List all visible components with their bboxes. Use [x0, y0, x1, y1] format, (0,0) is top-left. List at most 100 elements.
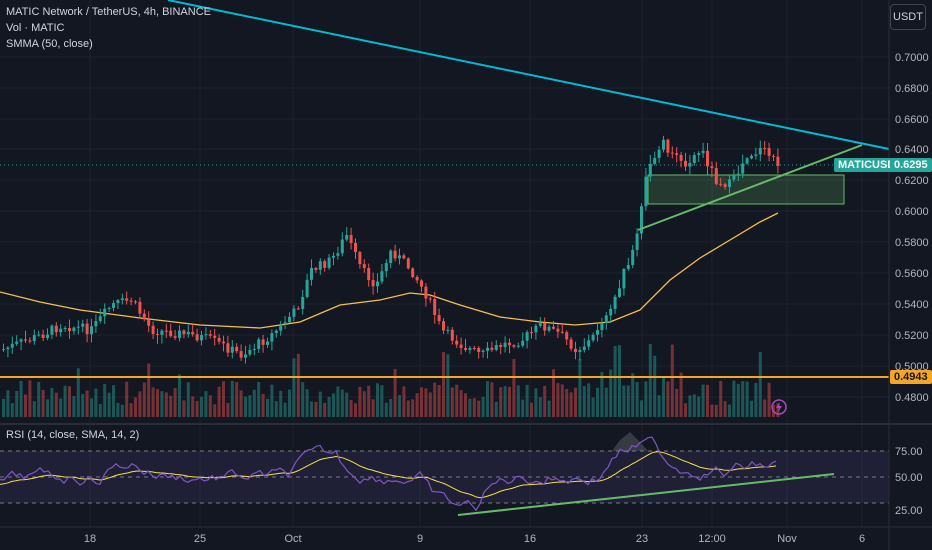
volume-bar: [151, 387, 155, 417]
currency-button[interactable]: USDT: [890, 4, 926, 30]
candle-body: [464, 348, 467, 350]
volume-bar: [657, 395, 661, 417]
candle-body: [279, 323, 283, 331]
ascending-trendline[interactable]: [637, 144, 863, 231]
candle-body: [252, 348, 256, 350]
volume-bar: [279, 390, 283, 417]
volume-bar: [538, 397, 542, 417]
volume-bar: [94, 388, 98, 417]
volume-bar: [486, 381, 489, 417]
volume-bar: [204, 391, 208, 417]
candle-body: [59, 328, 63, 333]
candle-body: [534, 325, 538, 333]
candle-body: [613, 296, 617, 309]
volume-bar: [662, 376, 665, 417]
volume-bar: [692, 394, 696, 417]
time-tick: Oct: [284, 533, 301, 545]
candle-body: [15, 341, 19, 344]
volume-bar: [213, 404, 217, 417]
candle-body: [336, 253, 340, 256]
candle-body: [72, 327, 76, 332]
volume-bar: [310, 401, 313, 417]
smma-line: [0, 212, 779, 329]
candle-body: [741, 163, 745, 174]
candle-body: [292, 308, 296, 317]
candle-body: [719, 183, 723, 185]
rsi-trendline[interactable]: [457, 473, 835, 516]
price-tick: 0.5600: [895, 268, 929, 280]
volume-bar: [318, 391, 322, 417]
volume-bar: [433, 382, 437, 417]
candle-body: [499, 345, 503, 347]
volume-bar: [120, 404, 124, 417]
candle-body: [37, 334, 41, 336]
candle-body: [301, 296, 305, 309]
candle-body: [662, 139, 665, 150]
candle-body: [406, 258, 410, 269]
rsi-ma-line: [0, 451, 777, 499]
candle-body: [76, 326, 80, 328]
candle-body: [340, 239, 344, 254]
candle-body: [349, 235, 353, 243]
candle-body: [345, 235, 349, 240]
candle-body: [728, 179, 731, 187]
candle-body: [125, 298, 129, 301]
candle-body: [402, 255, 406, 259]
volume-bar: [688, 395, 692, 417]
flash-icon[interactable]: [771, 399, 787, 415]
volume-bar: [76, 368, 80, 417]
candle-body: [6, 347, 10, 350]
candle-body: [512, 345, 516, 347]
candle-body: [81, 323, 85, 327]
descending-trendline[interactable]: [167, 0, 890, 150]
volume-bar: [54, 392, 58, 417]
candle-body: [248, 349, 252, 355]
candle-body: [204, 334, 208, 336]
candle-body: [116, 300, 120, 304]
volume-bar: [648, 343, 652, 417]
candle-body: [692, 154, 696, 163]
volume-bar: [472, 398, 476, 417]
volume-bar: [424, 388, 428, 417]
volume-bar: [384, 402, 388, 417]
candle-body: [459, 344, 463, 349]
candle-body: [516, 345, 520, 347]
price-tick: 0.7000: [895, 52, 929, 64]
volume-bar: [736, 383, 740, 417]
rsi-tick: 25.00: [895, 505, 923, 517]
time-axis[interactable]: 18 25 Oct 9 16 23 12:00 Nov 6: [84, 533, 865, 545]
volume-bar: [15, 390, 19, 417]
volume-bar: [591, 397, 595, 417]
candle-body: [477, 348, 481, 352]
volume-bar: [380, 385, 384, 417]
volume-bar: [112, 385, 115, 417]
candle-body: [323, 261, 327, 268]
candle-body: [560, 331, 564, 333]
candle-body: [310, 267, 313, 280]
volume-bar: [323, 402, 327, 417]
volume-bar: [767, 382, 771, 417]
candle-body: [679, 154, 683, 161]
volume-bar: [684, 403, 687, 417]
price-tick: 0.5400: [895, 299, 929, 311]
volume-bar: [367, 385, 371, 417]
time-tick: 16: [524, 533, 536, 545]
candle-body: [455, 340, 459, 345]
volume-bar: [411, 399, 415, 417]
volume-bar: [332, 393, 335, 417]
last-price-tag: 0.6295: [890, 158, 932, 172]
symbol-tag: MATICUSDT: [834, 158, 906, 172]
volume-bar: [406, 400, 410, 417]
rsi-axis[interactable]: 75.00 50.00 25.00: [895, 446, 923, 517]
candle-body: [182, 330, 186, 335]
price-tick: 0.4800: [895, 392, 929, 404]
price-axis[interactable]: 0.7000 0.6800 0.6600 0.6400 0.6200 0.6000 0.58…: [895, 52, 929, 404]
candle-body: [244, 354, 247, 358]
rsi-line: [0, 436, 777, 512]
candle-body: [147, 319, 151, 326]
volume-bar: [723, 401, 727, 417]
candle-body: [19, 339, 23, 342]
volume-bar: [10, 403, 14, 417]
candle-body: [208, 334, 212, 336]
